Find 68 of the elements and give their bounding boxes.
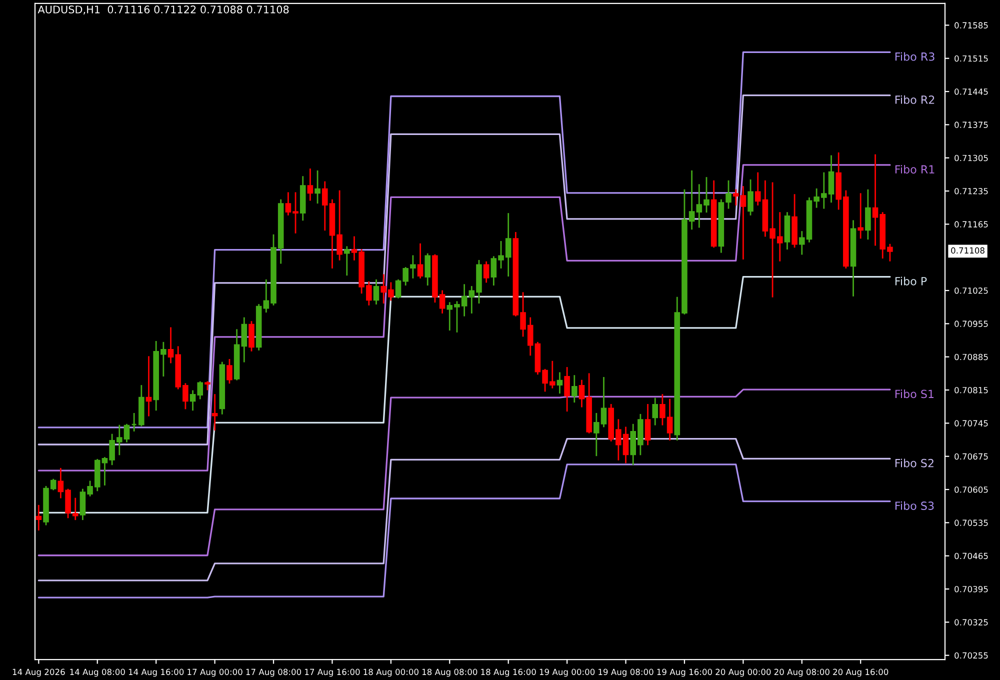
candlestick	[417, 243, 424, 278]
candlestick	[556, 372, 563, 394]
y-tick-label: 0.70815	[954, 386, 988, 394]
candlestick	[424, 253, 431, 286]
chart-title: AUDUSD,H1 0.71116 0.71122 0.71088 0.71108	[38, 6, 289, 14]
series-label: Fibo R1	[895, 164, 934, 174]
x-tick-label: 20 Aug 00:00	[716, 668, 771, 677]
candlestick	[226, 358, 232, 384]
y-tick-label: 0.70745	[954, 420, 988, 426]
y-tick-label: 0.70325	[954, 619, 988, 626]
candlestick	[732, 189, 739, 206]
y-tick-label: 0.70465	[954, 552, 988, 560]
x-tick-label: 20 Aug 08:00	[774, 668, 830, 677]
candlestick	[652, 398, 658, 426]
candlestick	[241, 317, 248, 362]
y-tick-label: 0.71515	[954, 55, 988, 62]
candlestick	[740, 186, 746, 260]
series-label: Fibo R2	[895, 95, 934, 104]
x-tick-label: 18 Aug 16:00	[481, 668, 536, 677]
series-label: Fibo P	[895, 276, 927, 286]
candlestick	[344, 246, 350, 276]
y-tick-label: 0.70535	[954, 520, 988, 526]
y-tick-label: 0.71235	[954, 188, 988, 194]
y-tick-label: 0.70955	[954, 320, 988, 327]
candlestick	[212, 394, 218, 431]
series-label: Fibo R3	[895, 52, 934, 61]
x-tick-label: 18 Aug 08:00	[422, 668, 478, 677]
x-tick-label: 19 Aug 08:00	[598, 668, 654, 677]
y-tick-label: 0.70605	[954, 486, 988, 493]
line-series	[38, 464, 891, 598]
candlestick	[748, 179, 754, 216]
candlestick	[644, 404, 651, 446]
x-tick-label: 17 Aug 00:00	[188, 668, 242, 677]
x-tick-label: 17 Aug 08:00	[246, 668, 302, 677]
y-tick-label: 0.70255	[954, 652, 988, 659]
candlestick	[865, 189, 871, 240]
y-tick-label: 0.71025	[954, 288, 988, 294]
x-tick-label: 19 Aug 00:00	[540, 668, 595, 677]
y-tick-label: 0.71445	[954, 88, 988, 95]
candlestick	[36, 504, 42, 530]
y-tick-label: 0.71585	[954, 22, 988, 28]
series-label: Fibo S2	[895, 458, 934, 468]
x-tick-label: 14 Aug 16:00	[128, 668, 184, 677]
x-tick-label: 20 Aug 16:00	[833, 668, 888, 677]
candlestick	[307, 168, 314, 201]
y-tick-label: 0.70885	[954, 354, 988, 360]
candlestick	[146, 356, 152, 416]
series-label: Fibo S3	[895, 501, 934, 510]
y-tick-label: 0.71165	[954, 221, 988, 228]
y-tick-label: 0.70675	[954, 453, 988, 460]
x-tick-label: 19 Aug 16:00	[657, 668, 712, 677]
y-tick-label: 0.70395	[954, 586, 988, 592]
x-tick-label: 18 Aug 00:00	[364, 668, 418, 677]
x-tick-label: 14 Aug 2026	[12, 668, 65, 677]
x-tick-label: 14 Aug 08:00	[70, 668, 125, 677]
candlestick	[248, 321, 254, 352]
y-tick-label: 0.71305	[954, 154, 988, 162]
line-series	[38, 164, 891, 472]
candlestick	[858, 193, 864, 239]
candlestick	[572, 375, 578, 403]
x-tick-label: 17 Aug 16:00	[305, 668, 360, 677]
candlestick	[483, 261, 490, 283]
y-tick-label: 0.71375	[954, 122, 988, 128]
candlestick	[373, 279, 380, 304]
candlestick	[314, 170, 320, 204]
series-label: Fibo S1	[895, 390, 934, 398]
candlestick	[564, 367, 570, 412]
text: 0.71108	[951, 247, 984, 254]
